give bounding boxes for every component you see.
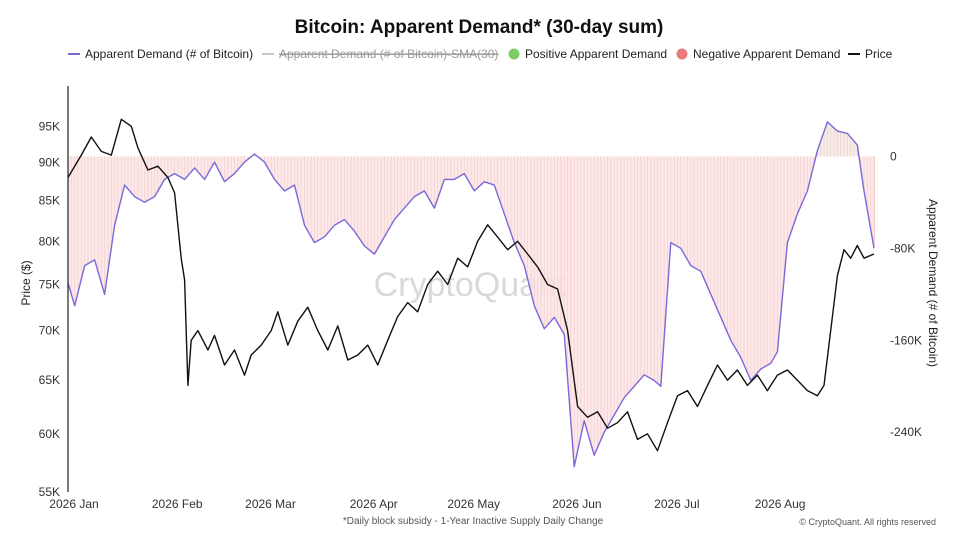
y-left-tick-label: 90K xyxy=(39,155,60,169)
y-axis-left-label: Price ($) xyxy=(19,260,33,305)
price-series-line xyxy=(67,118,875,452)
copyright: © CryptoQuant. All rights reserved xyxy=(799,517,936,527)
legend-dot-swatch xyxy=(508,48,520,60)
chart-title: Bitcoin: Apparent Demand* (30-day sum) xyxy=(295,17,664,38)
legend-label: Apparent Demand (# of Bitcoin) xyxy=(85,47,253,61)
price-line-group xyxy=(67,118,875,452)
x-tick-label: 2026 Mar xyxy=(245,497,296,511)
x-tick-label: 2026 May xyxy=(447,497,500,511)
y-right-tick-label: 0 xyxy=(890,149,897,163)
x-tick-label: 2026 Feb xyxy=(152,497,203,511)
y-axis-right-label: Apparent Demand (# of Bitcoin) xyxy=(926,199,940,367)
y-left-tick-label: 70K xyxy=(39,324,60,338)
y-right-tick-label: -80K xyxy=(890,241,915,255)
demand-series-line xyxy=(67,121,875,468)
y-left-tick-label: 95K xyxy=(39,119,60,133)
legend-label: Price xyxy=(865,47,893,61)
x-tick-label: 2026 Jan xyxy=(49,497,98,511)
axes: 55K 60K 65K 70K 75K 80K 85K 90K 95K 0 -80K -160K -24… xyxy=(39,86,922,511)
legend-label: Negative Apparent Demand xyxy=(693,47,840,61)
legend-entry: Apparent Demand (# of Bitcoin) xyxy=(68,47,253,61)
x-tick-label: 2026 Aug xyxy=(755,497,806,511)
y-left-tick-label: 80K xyxy=(39,234,60,248)
y-right-tick-label: -160K xyxy=(890,333,922,347)
demand-area-fill xyxy=(68,121,874,467)
footnote: *Daily block subsidy - 1-Year Inactive S… xyxy=(343,516,604,527)
legend-entry: Apparent Demand (# of Bitcoin)-SMA(30) xyxy=(262,47,499,61)
legend: Apparent Demand (# of Bitcoin) Apparent D… xyxy=(68,47,893,61)
legend-entry: Price xyxy=(848,47,893,61)
y-left-tick-label: 65K xyxy=(39,373,60,387)
legend-label: Positive Apparent Demand xyxy=(525,47,667,61)
y-left-tick-label: 60K xyxy=(39,427,60,441)
legend-entry: Negative Apparent Demand xyxy=(676,47,840,61)
x-tick-label: 2026 Apr xyxy=(350,497,398,511)
x-tick-label: 2026 Jun xyxy=(552,497,601,511)
y-right-tick-label: -240K xyxy=(890,425,922,439)
legend-dot-swatch xyxy=(676,48,688,60)
y-left-tick-label: 55K xyxy=(39,485,60,499)
y-left-tick-label: 85K xyxy=(39,194,60,208)
x-tick-label: 2026 Jul xyxy=(654,497,699,511)
y-left-tick-label: 75K xyxy=(39,277,60,291)
legend-entry: Positive Apparent Demand xyxy=(508,47,667,61)
demand-line-group xyxy=(67,121,875,468)
